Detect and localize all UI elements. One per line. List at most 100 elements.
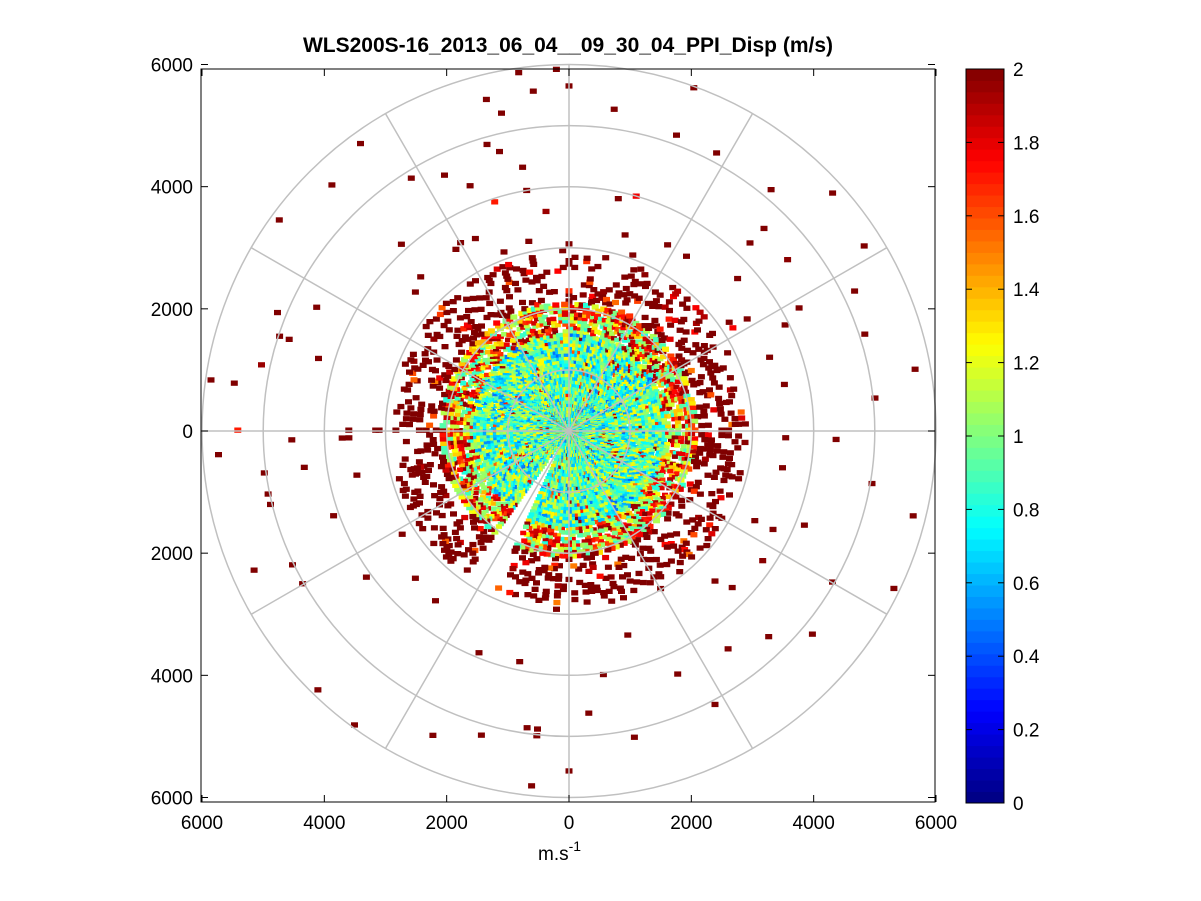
data-cell bbox=[634, 509, 640, 514]
data-cell bbox=[679, 553, 687, 559]
data-cell bbox=[634, 334, 641, 339]
data-cell bbox=[620, 540, 628, 546]
data-cell bbox=[473, 485, 480, 491]
data-cell bbox=[650, 529, 658, 535]
data-cell bbox=[507, 481, 513, 486]
data-cell bbox=[628, 430, 634, 435]
data-cell bbox=[501, 516, 508, 521]
data-cell bbox=[485, 491, 492, 496]
data-cell bbox=[653, 443, 660, 448]
data-cell bbox=[699, 389, 707, 395]
data-cell bbox=[655, 304, 663, 310]
data-cell bbox=[665, 316, 673, 322]
data-cell bbox=[485, 445, 492, 450]
data-cell bbox=[620, 452, 626, 457]
data-cell bbox=[630, 462, 636, 467]
data-cell bbox=[639, 410, 645, 415]
data-cell bbox=[735, 433, 743, 439]
data-cell bbox=[627, 483, 633, 488]
data-cell bbox=[625, 515, 632, 520]
data-cell bbox=[592, 499, 598, 504]
data-cell bbox=[640, 441, 647, 446]
data-cell bbox=[644, 420, 651, 425]
data-cell bbox=[632, 501, 639, 506]
data-cell bbox=[561, 547, 568, 552]
data-cell bbox=[691, 525, 699, 531]
data-cell bbox=[624, 316, 632, 322]
data-cell bbox=[456, 490, 464, 496]
data-cell bbox=[647, 439, 654, 444]
data-cell bbox=[597, 319, 603, 325]
data-cell bbox=[500, 511, 507, 516]
data-cell bbox=[627, 518, 634, 523]
data-cell bbox=[649, 334, 657, 340]
data-cell bbox=[541, 527, 548, 532]
data-cell bbox=[658, 401, 664, 407]
data-cell bbox=[680, 376, 688, 382]
data-cell bbox=[634, 537, 642, 543]
data-cell bbox=[652, 298, 660, 304]
data-cell bbox=[534, 539, 541, 544]
data-cell bbox=[626, 377, 633, 382]
data-cell bbox=[498, 461, 504, 466]
data-cell bbox=[502, 494, 508, 499]
data-cell bbox=[695, 346, 703, 352]
data-cell bbox=[601, 524, 607, 529]
data-cell bbox=[439, 436, 447, 442]
data-cell bbox=[627, 350, 633, 355]
data-cell bbox=[499, 496, 506, 502]
data-cell bbox=[630, 523, 637, 529]
data-cell bbox=[250, 567, 258, 573]
data-cell bbox=[656, 476, 663, 481]
data-cell bbox=[314, 687, 322, 693]
data-cell bbox=[632, 447, 638, 452]
data-cell bbox=[654, 418, 661, 424]
data-cell bbox=[518, 544, 526, 550]
data-cell bbox=[591, 339, 598, 344]
data-cell bbox=[416, 493, 424, 499]
data-cell bbox=[668, 373, 675, 379]
data-cell bbox=[583, 555, 591, 561]
data-cell bbox=[487, 436, 494, 441]
data-cell bbox=[667, 558, 675, 564]
data-cell bbox=[650, 473, 657, 478]
data-cell bbox=[264, 491, 272, 497]
data-cell bbox=[453, 535, 461, 542]
data-cell bbox=[592, 410, 597, 414]
data-cell bbox=[595, 337, 602, 342]
data-cell bbox=[603, 519, 609, 525]
data-cell bbox=[555, 526, 562, 531]
data-cell bbox=[663, 410, 670, 416]
data-cell bbox=[635, 450, 641, 455]
data-cell bbox=[510, 446, 516, 451]
data-cell bbox=[656, 292, 664, 298]
data-cell bbox=[583, 463, 589, 467]
data-cell bbox=[676, 486, 684, 492]
data-cell bbox=[451, 448, 458, 453]
data-cell bbox=[655, 471, 661, 476]
data-cell bbox=[618, 535, 625, 540]
data-cell bbox=[726, 399, 733, 405]
data-cell bbox=[603, 512, 610, 517]
data-cell bbox=[537, 494, 543, 499]
data-cell bbox=[598, 407, 604, 411]
data-cell bbox=[507, 508, 514, 513]
data-cell bbox=[616, 509, 623, 514]
data-cell bbox=[645, 425, 651, 430]
data-cell bbox=[553, 519, 559, 524]
data-cell bbox=[477, 539, 485, 546]
data-cell bbox=[552, 460, 557, 465]
data-cell bbox=[491, 436, 497, 441]
data-cell bbox=[460, 552, 468, 558]
data-cell bbox=[597, 536, 603, 541]
data-cell bbox=[649, 387, 655, 392]
data-cell bbox=[666, 307, 673, 314]
data-cell bbox=[667, 322, 675, 328]
data-cell bbox=[665, 452, 672, 458]
data-cell bbox=[587, 585, 595, 591]
data-cell bbox=[718, 427, 726, 433]
data-cell bbox=[614, 518, 621, 523]
data-cell bbox=[636, 443, 643, 448]
data-cell bbox=[596, 549, 603, 555]
data-cell bbox=[678, 357, 686, 363]
